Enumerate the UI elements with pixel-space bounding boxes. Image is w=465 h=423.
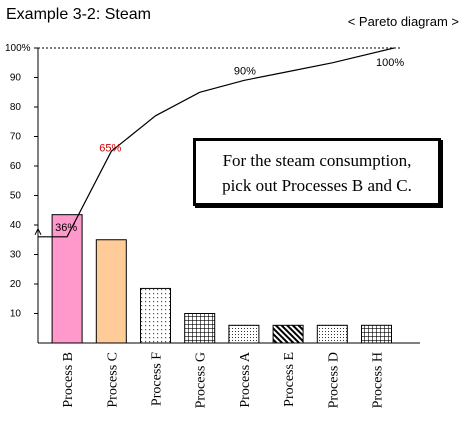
bar	[361, 324, 392, 344]
bar	[95, 239, 127, 344]
x-tick-label: Process F	[150, 352, 165, 406]
cumulative-start-arrow	[34, 227, 42, 236]
x-tick-label: Process D	[326, 352, 341, 408]
x-tick-label: Process C	[105, 352, 120, 408]
x-tick-label: Process A	[238, 351, 253, 408]
y-tick-label: 10	[10, 309, 22, 320]
bars: Process B Process C Process F Process G Proc…	[51, 214, 392, 408]
callout-line-2: pick out Processes B and C.	[222, 176, 412, 195]
cumulative-curve	[38, 47, 395, 238]
cumulative-label: 65%	[99, 142, 121, 154]
cumulative-label: 90%	[234, 65, 256, 77]
callout-box: For the steam consumption, pick out Proc…	[193, 138, 443, 208]
y-tick-label: 90	[10, 73, 22, 84]
cumulative-label: 36%	[55, 222, 77, 234]
bar	[184, 313, 216, 344]
labels: 36% 65% 90% 100%	[55, 57, 404, 234]
cumulative-label: 100%	[376, 57, 404, 69]
bar	[316, 324, 348, 344]
y-tick-label: 60	[10, 161, 22, 172]
bar	[51, 214, 83, 344]
y-tick-label: 40	[10, 220, 22, 231]
cumulative-line	[34, 47, 395, 238]
y-tick-label: 50	[10, 191, 22, 202]
x-tick-label: Process B	[61, 352, 76, 408]
y-top-label: 100%	[5, 43, 31, 54]
bar	[228, 324, 260, 344]
y-tick-label: 80	[10, 102, 22, 113]
x-tick-label: Process G	[194, 352, 209, 408]
bar	[140, 287, 171, 344]
x-tick-label: Process E	[282, 352, 297, 407]
y-tick-label: 20	[10, 279, 22, 290]
y-tick-label: 70	[10, 132, 22, 143]
chart-subtitle: < Pareto diagram >	[348, 14, 459, 29]
bar	[272, 324, 304, 344]
x-tick-label: Process H	[371, 352, 386, 408]
y-tick-label: 30	[10, 250, 22, 261]
chart-title: Example 3-2: Steam	[6, 6, 151, 23]
callout-line-1: For the steam consumption,	[223, 151, 412, 170]
